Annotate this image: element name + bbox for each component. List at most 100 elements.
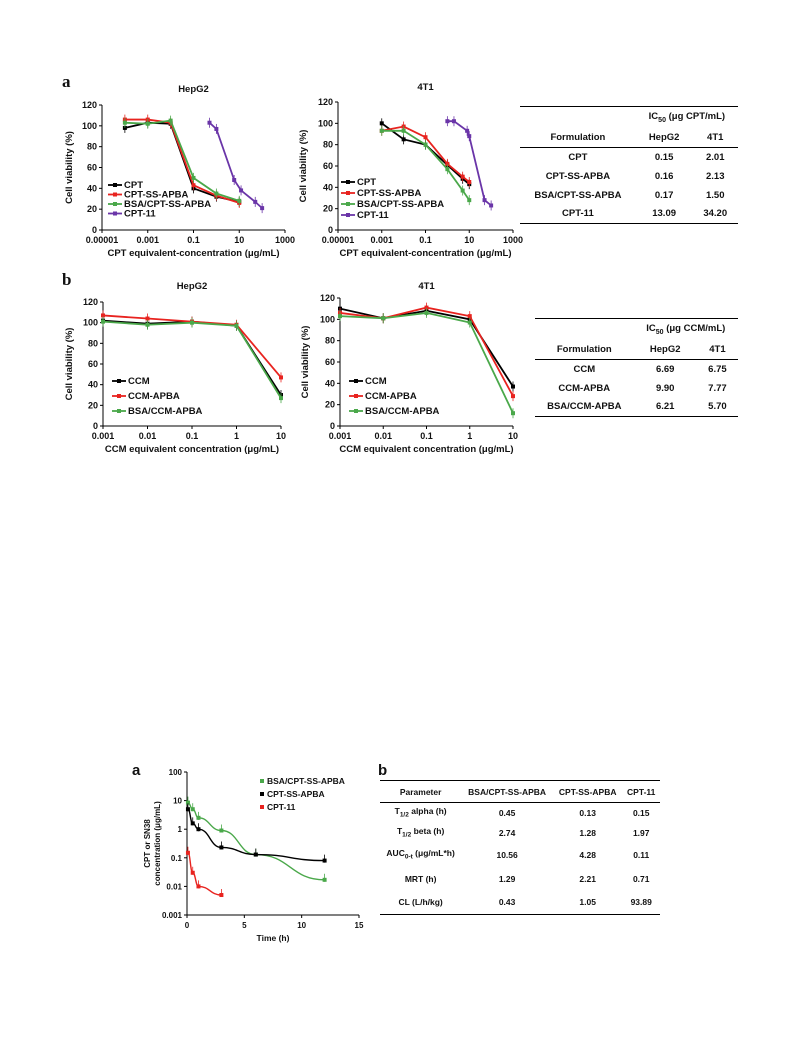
series-cpt-legend-marker [346,180,350,184]
series-cpt-11-point [482,198,487,203]
series-bsa-cpt-ss-apba-point [214,191,219,196]
series-cpt-11-point [260,206,265,211]
series-bsa-cpt-ss-apba-point [145,121,150,126]
series-cpt-11-curve [187,852,222,896]
x-tick-label: 10 [276,431,286,441]
series-ccm-apba-point [424,305,429,310]
y-tick-label: 120 [82,100,97,110]
series-bsa-ccm-apba-legend-label: BSA/CCM-APBA [128,406,203,417]
series-bsa-cpt-ss-apba-point [460,188,465,193]
series-bsa-cpt-ss-apba-point [191,175,196,180]
pk-parameter-table: Parameter BSA/CPT-SS-APBA CPT-SS-APBA CP… [380,780,660,915]
series-cpt-11-legend-label: CPT-11 [357,210,389,221]
series-cpt-ss-apba-point [190,821,195,826]
series-bsa-cpt-ss-apba-point [185,800,190,805]
y-tick-label: 0.001 [162,911,183,920]
series-cpt-11-legend-marker [346,213,350,217]
series-ccm-apba-point [467,314,472,319]
series-bsa-cpt-ss-apba-point [467,198,472,203]
series-bsa-cpt-ss-apba-point [322,877,327,882]
y-tick-label: 0.1 [171,854,183,863]
series-bsa-ccm-apba-point [338,314,342,319]
series-cpt-ss-apba-point [445,161,450,166]
y-tick-label: 120 [320,293,335,303]
x-tick-label: 0.001 [136,235,159,245]
table-row: AUC0-t (μg/mL*h) 10.56 4.28 0.11 [386,848,650,861]
chart-title: HepG2 [178,84,209,95]
table-row: T1/2 beta (h) 2.74 1.28 1.97 [396,826,650,839]
x-axis-label: CPT equivalent-concentration (μg/mL) [107,248,279,259]
series-cpt-ss-apba-legend-marker [346,191,350,195]
y-tick-label: 40 [88,380,98,390]
ic50-ccm-table: IC50 (μg CCM/mL) Formulation HepG2 4T1 C… [535,318,738,417]
col-formulation: Formulation [520,128,636,148]
x-tick-label: 0.1 [420,431,433,441]
y-tick-label: 0 [93,421,98,431]
y-axis-label-line2: concentration (μg/mL) [153,801,162,886]
y-tick-label: 40 [325,378,335,388]
series-ccm-legend-marker [354,379,358,383]
series-cpt-11-legend-label: CPT-11 [267,802,296,812]
x-tick-label: 0.001 [370,235,393,245]
y-tick-label: 100 [318,118,333,128]
x-tick-label: 0.001 [329,431,352,441]
x-tick-label: 0.00001 [86,235,119,245]
y-tick-label: 0 [92,225,97,235]
ic50-header: IC50 (μg CPT/mL) [635,106,738,129]
series-cpt-11-legend-marker [113,211,117,216]
x-tick-label: 0 [185,921,190,930]
col-cpt-ss-apba: CPT-SS-APBA [552,780,623,803]
series-bsa-cpt-ss-apba-legend-label: BSA/CPT-SS-APBA [357,199,444,210]
series-cpt-ss-apba-point [185,807,190,812]
series-ccm-apba-legend-marker [117,394,121,398]
series-cpt-ss-apba-point [460,174,465,179]
y-tick-label: 80 [323,140,333,150]
y-tick-label: 100 [82,121,97,131]
y-tick-label: 0 [330,421,335,431]
x-tick-label: 5 [242,921,247,930]
panel-letter-a: a [62,72,71,91]
series-bsa-cpt-ss-apba-point [219,828,224,833]
y-tick-label: 20 [87,204,97,214]
series-cpt-11-legend-marker [260,805,264,809]
series-bsa-cpt-ss-apba-point [122,120,127,125]
series-cpt-legend-label: CPT [357,177,376,188]
y-tick-label: 60 [323,161,333,171]
y-axis-label: Cell viability (%) [300,326,311,399]
series-cpt-11-point [185,850,190,855]
x-axis-label: CCM equivalent concentration (μg/mL) [105,444,279,455]
table-row: CL (L/h/kg) 0.43 1.05 93.89 [380,890,660,915]
x-tick-label: 15 [355,921,364,930]
y-tick-label: 40 [87,183,97,193]
series-bsa-cpt-ss-apba-curve [187,801,325,881]
x-tick-label: 0.01 [139,431,157,441]
y-tick-label: 120 [83,297,98,307]
y-tick-label: 60 [87,163,97,173]
x-tick-label: 1000 [275,235,295,245]
series-cpt-11-point [196,884,201,889]
series-bsa-cpt-ss-apba-line [124,119,240,202]
y-tick-label: 10 [173,797,182,806]
series-cpt-legend-label: CPT [124,180,143,191]
series-cpt-ss-apba-point [219,845,224,850]
series-cpt-11-point [465,128,470,133]
series-ccm-apba-point [145,316,150,321]
series-ccm-apba-legend-label: CCM-APBA [128,391,180,402]
col-4t1: 4T1 [692,128,738,148]
y-tick-label: 0 [328,225,333,235]
y-tick-label: 20 [325,400,335,410]
series-bsa-ccm-apba-point [101,319,105,324]
chart-title: HepG2 [177,281,208,292]
y-tick-label: 1 [178,825,183,834]
table-row: CCM-APBA 9.90 7.77 [558,382,727,394]
series-cpt-11-legend-label: CPT-11 [124,209,156,220]
col-hepg2: HepG2 [635,128,693,148]
series-bsa-cpt-ss-apba-point [401,128,406,133]
series-cpt-ss-apba-point [423,135,428,140]
y-tick-label: 60 [325,357,335,367]
col-formulation: Formulation [535,340,634,360]
